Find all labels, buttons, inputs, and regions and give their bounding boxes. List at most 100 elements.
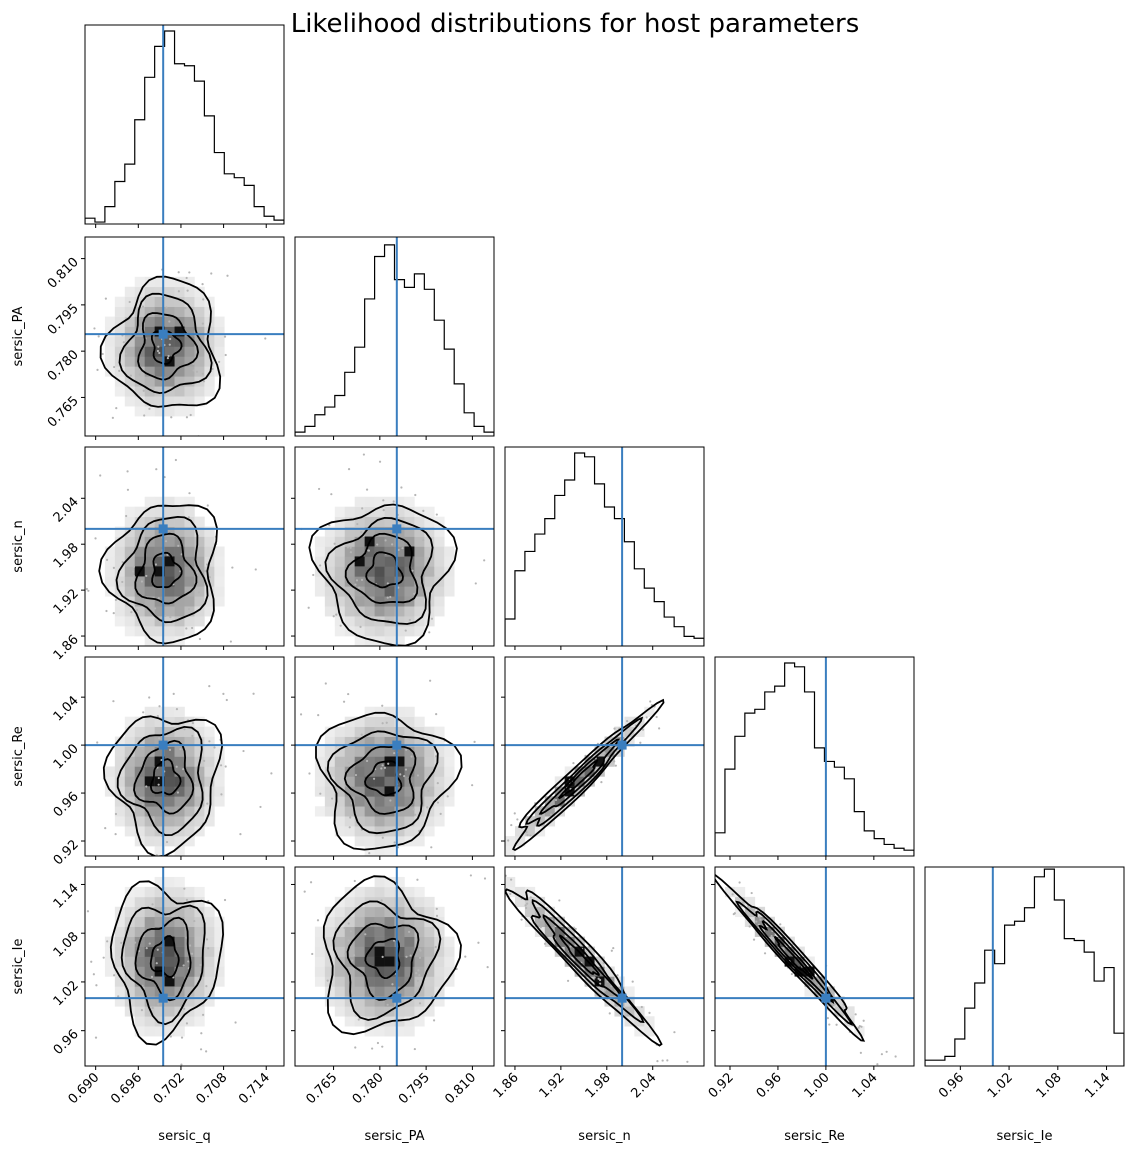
density-cell [114, 966, 126, 977]
density-cell [164, 766, 175, 777]
sample-point [141, 305, 145, 308]
density-cell [354, 716, 365, 727]
sample-point [141, 803, 144, 806]
density-cell [144, 586, 155, 597]
density-cell [374, 736, 385, 747]
sample-point [705, 872, 707, 874]
sample-point [93, 327, 96, 330]
sample-point [332, 615, 335, 618]
density-cell [394, 516, 405, 527]
sample-point [417, 969, 420, 972]
density-cell [114, 996, 126, 1007]
density-cell [124, 936, 136, 947]
sample-point [239, 833, 242, 836]
density-cell [214, 576, 225, 587]
sample-point [858, 1024, 861, 1028]
density-cell [184, 406, 195, 417]
contour-level-4 [102, 715, 224, 856]
density-cell [594, 956, 605, 967]
x-tick-label-sersic_Ie: 1.08 [1034, 1070, 1065, 1101]
density-cell [384, 836, 395, 847]
panel-frame [924, 866, 1125, 1067]
sample-point [600, 781, 603, 784]
density-cell [114, 936, 126, 947]
sample-point [612, 946, 615, 950]
density-cell [104, 316, 116, 327]
contour-level-2 [134, 532, 198, 605]
x-tick-label-sersic_q: 0.690 [66, 1070, 103, 1107]
sample-point [372, 777, 376, 780]
sample-point [347, 922, 350, 925]
sample-point [210, 272, 213, 275]
sample-point [483, 559, 486, 562]
density-cell [144, 276, 155, 288]
contour-level-3 [326, 730, 439, 835]
density-cell [144, 946, 155, 957]
density-cell [164, 1026, 175, 1037]
density-cell [414, 596, 425, 607]
sample-point [202, 380, 206, 383]
sample-point [158, 705, 161, 708]
density-cell [194, 946, 205, 957]
sample-point [347, 468, 351, 471]
density-cell [394, 786, 405, 797]
density-cell [444, 756, 455, 767]
sample-point [179, 748, 182, 751]
sample-point [645, 716, 648, 719]
sample-point [262, 609, 264, 611]
density-cell [174, 576, 185, 587]
density-cell [434, 566, 445, 577]
sample-point [666, 1059, 669, 1062]
sample-point [593, 976, 596, 979]
density-cell [184, 276, 195, 288]
density-cell [174, 296, 185, 307]
sample-point [132, 574, 136, 578]
density-cell [384, 846, 395, 856]
density-cell [394, 746, 405, 757]
density-cell [204, 386, 215, 397]
contour-level-4 [99, 275, 222, 408]
sample-point [502, 1031, 504, 1033]
sample-point [145, 947, 148, 950]
density-cell [334, 766, 346, 777]
sample-point [225, 698, 228, 702]
density-cell [414, 916, 425, 927]
density-cell [374, 746, 385, 757]
sample-point [416, 979, 419, 982]
sample-point [436, 801, 440, 804]
density-cell [404, 756, 415, 767]
sample-point [145, 574, 148, 578]
density-cell [144, 286, 155, 297]
contour-level-3 [530, 899, 645, 1024]
density-cell [404, 506, 415, 517]
density-cell [324, 756, 336, 767]
sample-point [640, 1005, 643, 1009]
density-cell [214, 766, 225, 777]
density-cell [184, 786, 195, 797]
sample-point [349, 816, 352, 819]
density-cell [144, 1026, 155, 1037]
density-cell [784, 936, 795, 947]
sample-point [324, 682, 327, 685]
sample-point [697, 876, 699, 878]
contour-level-3 [116, 725, 204, 837]
sample-point [686, 1060, 689, 1063]
density-cell [344, 596, 355, 607]
density-cell [334, 916, 346, 927]
density-cell [174, 516, 185, 527]
sample-point [199, 1048, 203, 1051]
density-cell [194, 356, 205, 367]
sample-point [906, 1087, 908, 1089]
x-tick-label-sersic_PA: 0.780 [350, 1070, 387, 1107]
density-cell [444, 966, 455, 977]
histogram-sersic_PA [295, 244, 494, 436]
density-cell [154, 726, 165, 737]
density-cell [394, 876, 405, 888]
sample-point [487, 870, 489, 872]
density-cell [174, 586, 185, 597]
density-cell [164, 956, 175, 967]
density-cell [414, 896, 425, 908]
sample-point [597, 977, 600, 980]
sample-point [343, 926, 346, 930]
sample-point [192, 369, 195, 372]
